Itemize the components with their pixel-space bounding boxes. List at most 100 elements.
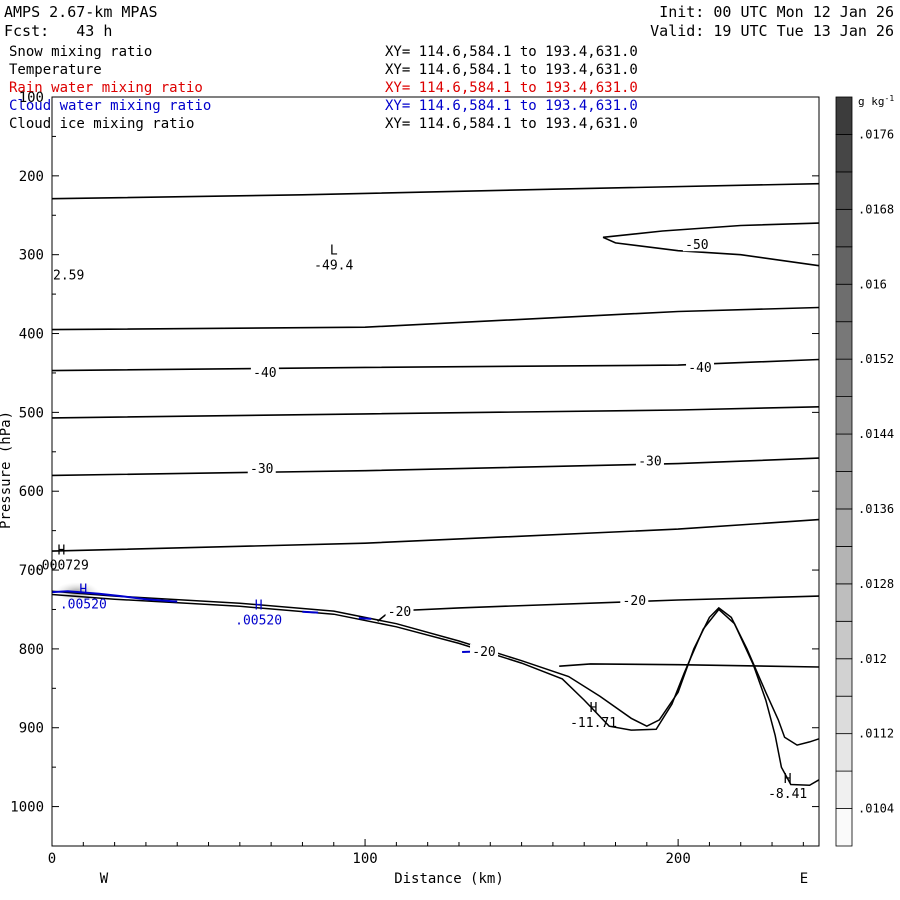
contour-label: -20 <box>388 605 411 620</box>
y-tick-label: 700 <box>19 563 44 579</box>
x-tick-label: 0 <box>48 851 56 867</box>
colorbar-cell <box>835 695 853 735</box>
extremum-value: -8.41 <box>768 787 807 802</box>
y-tick-label: 200 <box>19 169 44 185</box>
extremum-marker: L <box>330 244 338 259</box>
colorbar-tick-label: .0128 <box>858 577 894 591</box>
colorbar-cell <box>835 171 853 210</box>
field-xy: XY= 114.6,584.1 to 193.4,631.0 <box>385 116 638 132</box>
field-xy: XY= 114.6,584.1 to 193.4,631.0 <box>385 80 638 96</box>
y-tick-label: 900 <box>19 721 44 737</box>
contour-label: -40 <box>253 366 276 381</box>
colorbar-cell <box>835 246 853 285</box>
x-tick-label: 100 <box>352 851 377 867</box>
contour-label: -20 <box>472 645 495 660</box>
colorbar-tick-label: .0144 <box>858 427 894 441</box>
contour-label: -50 <box>685 238 708 253</box>
extremum-value: .000729 <box>34 558 89 573</box>
extremum-marker: H <box>255 598 263 613</box>
terrain-line-lower <box>51 593 820 787</box>
field-name: Cloud water mixing ratio <box>9 98 212 114</box>
temperature-contour <box>51 406 820 419</box>
contour-label: -20 <box>623 594 646 609</box>
contour-label-bg <box>247 461 276 476</box>
colorbar-cell <box>835 208 853 248</box>
field-name: Snow mixing ratio <box>9 44 153 60</box>
colorbar-cell <box>835 321 853 360</box>
colorbar-cell <box>835 808 853 847</box>
colorbar-cell <box>835 134 853 173</box>
colorbar-tick-label: .012 <box>858 652 887 666</box>
field-name: Cloud ice mixing ratio <box>9 116 195 132</box>
colorbar-tick-label: .016 <box>858 277 887 291</box>
colorbar-cell <box>835 770 853 809</box>
colorbar-cell <box>835 620 853 660</box>
y-tick-label: 300 <box>19 248 44 264</box>
y-tick-label: 800 <box>19 642 44 658</box>
temperature-contour <box>51 518 820 552</box>
temperature-contour <box>51 306 820 331</box>
colorbar-cell <box>835 508 853 547</box>
cloud-water-contour <box>358 617 372 620</box>
contour-label-bg <box>682 237 711 252</box>
extremum-value: .00520 <box>235 613 282 628</box>
colorbar-tick-label: .0112 <box>858 727 894 741</box>
field-xy: XY= 114.6,584.1 to 193.4,631.0 <box>385 98 638 114</box>
temperature-contour <box>602 222 820 239</box>
colorbar-cell <box>835 358 853 397</box>
field-xy: XY= 114.6,584.1 to 193.4,631.0 <box>385 44 638 60</box>
temperature-contour <box>51 457 820 477</box>
contour-label-bg <box>635 453 664 468</box>
extremum-value: -49.4 <box>314 259 353 274</box>
contour-label-bg <box>250 364 279 379</box>
y-tick-label: 400 <box>19 327 44 343</box>
y-tick-label: 1000 <box>10 800 44 816</box>
temperature-contour <box>602 236 820 267</box>
valid-time: Valid: 19 UTC Tue 13 Jan 26 <box>650 22 894 40</box>
cloud-water-contour <box>302 610 319 614</box>
x-axis-label: Distance (km) <box>394 871 504 887</box>
colorbar-cell <box>835 546 853 585</box>
plot-frame <box>51 96 820 847</box>
field-xy: XY= 114.6,584.1 to 193.4,631.0 <box>385 62 638 78</box>
extremum-marker: H <box>784 772 792 787</box>
cloud-water-contour <box>51 590 178 603</box>
colorbar: .0104 .0112 .012 .0128 .0136 .0144 .0152 .016 .0… <box>835 94 894 847</box>
temperature-contour <box>51 358 820 372</box>
extremum-value: -11.71 <box>570 716 617 731</box>
field-name: Rain water mixing ratio <box>9 80 203 96</box>
contour-label: -30 <box>638 454 661 469</box>
extremum-marker: H <box>57 543 65 558</box>
east-label: E <box>800 871 808 887</box>
colorbar-tick-label: .0152 <box>858 352 894 366</box>
colorbar-tick-label: .0136 <box>858 502 894 516</box>
contour-label-bg <box>470 644 499 659</box>
colorbar-cell <box>835 471 853 510</box>
field-name: Temperature <box>9 62 102 78</box>
y-axis-label: Pressure (hPa) <box>0 411 14 529</box>
init-time: Init: 00 UTC Mon 12 Jan 26 <box>659 3 894 21</box>
colorbar-tick-label: .0176 <box>858 127 894 141</box>
colorbar-tick-label: .0104 <box>858 802 894 816</box>
colorbar-cell <box>835 283 853 323</box>
temperature-contour <box>559 663 820 668</box>
colorbar-tick-label: .0168 <box>858 202 894 216</box>
contour-label-bg <box>385 603 414 618</box>
colorbar-cell <box>835 433 853 472</box>
contour-label-bg <box>620 592 649 607</box>
y-tick-label: 600 <box>19 484 44 500</box>
temperature-contour <box>51 182 820 200</box>
edge-value-label: 2.59 <box>53 268 84 283</box>
contour-label-bg <box>686 360 715 375</box>
extremum-marker: H <box>590 701 598 716</box>
terrain-line-upper <box>51 590 820 746</box>
forecast-hour: Fcst: 43 h <box>4 22 113 40</box>
y-tick-label: 500 <box>19 405 44 421</box>
west-label: W <box>100 871 109 887</box>
extremum-marker: H <box>79 583 87 598</box>
colorbar-cell <box>835 658 853 697</box>
extremum-value: .00520 <box>60 598 107 613</box>
temperature-contour <box>377 595 820 622</box>
colorbar-cell <box>835 583 853 622</box>
